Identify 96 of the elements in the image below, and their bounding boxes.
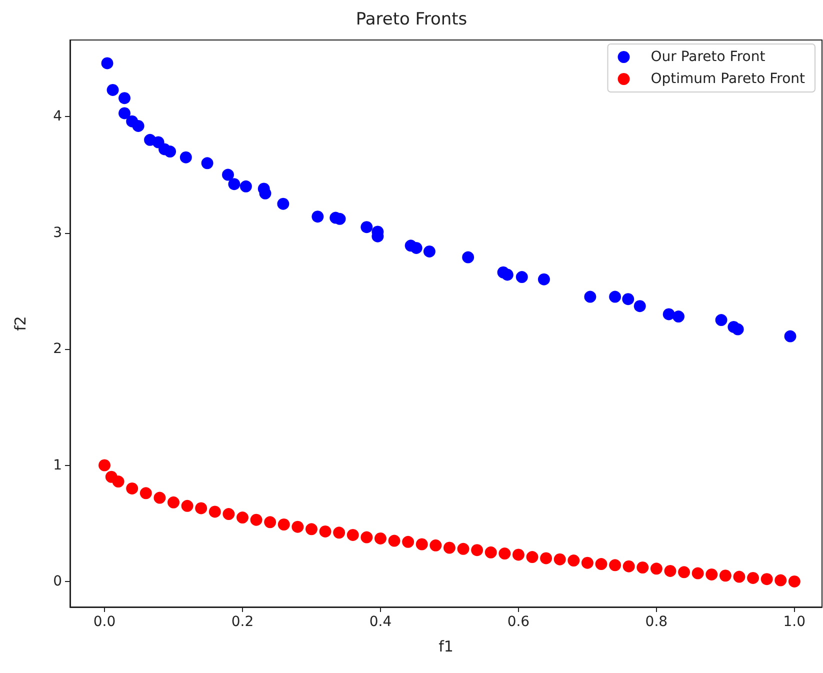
x-tick-label: 0.4: [369, 614, 392, 630]
point: [333, 526, 346, 539]
point: [715, 314, 728, 326]
point: [774, 574, 787, 586]
x-tick-label: 0.2: [231, 614, 254, 630]
point: [595, 558, 608, 570]
point: [471, 544, 484, 556]
point: [168, 496, 180, 508]
point: [180, 151, 192, 164]
point: [305, 523, 318, 536]
point: [101, 57, 114, 70]
point: [112, 476, 124, 488]
x-tick-label: 0.0: [93, 614, 116, 630]
y-tick-label: 2: [53, 341, 62, 358]
point: [516, 271, 528, 284]
y-tick-label: 4: [53, 108, 62, 125]
point: [360, 531, 373, 544]
point: [732, 323, 744, 336]
point: [277, 198, 290, 210]
point: [118, 92, 131, 104]
y-tick-label: 1: [53, 457, 62, 474]
point: [388, 534, 400, 547]
point: [733, 570, 746, 583]
point: [484, 546, 497, 558]
point: [430, 539, 442, 552]
point: [692, 567, 704, 580]
point: [154, 492, 166, 504]
point: [312, 210, 324, 223]
point: [222, 508, 235, 520]
point: [568, 554, 580, 567]
point: [319, 525, 332, 538]
point: [443, 542, 456, 554]
point: [402, 536, 414, 548]
point: [462, 251, 474, 264]
point: [98, 459, 110, 472]
point: [540, 552, 552, 564]
point: [292, 520, 304, 533]
point: [784, 330, 796, 342]
point: [164, 146, 176, 158]
point: [609, 290, 622, 303]
point: [622, 293, 634, 306]
point: [538, 273, 550, 286]
point: [264, 516, 276, 528]
point: [526, 551, 538, 564]
point: [554, 553, 566, 566]
point: [706, 568, 718, 580]
point: [346, 528, 359, 541]
point: [760, 573, 773, 586]
x-tick-label: 0.8: [645, 614, 668, 630]
point: [222, 168, 234, 181]
point: [664, 564, 676, 577]
point: [634, 300, 646, 312]
y-tick-label: 0: [53, 573, 62, 590]
x-tick-label: 1.0: [783, 614, 806, 630]
point: [195, 502, 208, 514]
y-tick-label: 3: [53, 224, 62, 241]
point: [457, 542, 470, 555]
chart-title: Pareto Fronts: [356, 10, 468, 30]
point: [410, 242, 422, 254]
point: [622, 560, 635, 572]
point: [278, 518, 290, 531]
point: [208, 506, 221, 518]
point: [181, 500, 194, 512]
point: [228, 178, 240, 190]
point: [788, 575, 800, 588]
point: [672, 310, 684, 323]
point: [678, 566, 690, 578]
point: [747, 572, 760, 584]
point: [609, 559, 622, 572]
point: [581, 556, 594, 569]
x-tick-label: 0.6: [507, 614, 530, 630]
point: [201, 157, 214, 170]
point: [240, 180, 252, 192]
point: [360, 221, 373, 234]
point: [501, 268, 514, 281]
y-axis-title: f2: [12, 316, 30, 331]
point: [126, 482, 138, 494]
legend-label: Optimum Pareto Front: [650, 71, 806, 87]
point: [374, 532, 386, 544]
point: [512, 548, 524, 561]
point: [132, 120, 144, 132]
point: [650, 562, 662, 575]
point: [236, 512, 248, 524]
x-axis-title: f1: [438, 638, 454, 656]
point: [498, 548, 511, 560]
point: [416, 538, 428, 550]
point: [719, 570, 732, 582]
point: [636, 562, 649, 574]
point: [584, 290, 596, 303]
point: [250, 514, 262, 526]
point: [423, 245, 436, 258]
point: [106, 84, 119, 96]
point: [118, 107, 131, 120]
point: [662, 308, 675, 320]
legend-label: Our Pareto Front: [650, 49, 766, 65]
point: [140, 487, 152, 500]
